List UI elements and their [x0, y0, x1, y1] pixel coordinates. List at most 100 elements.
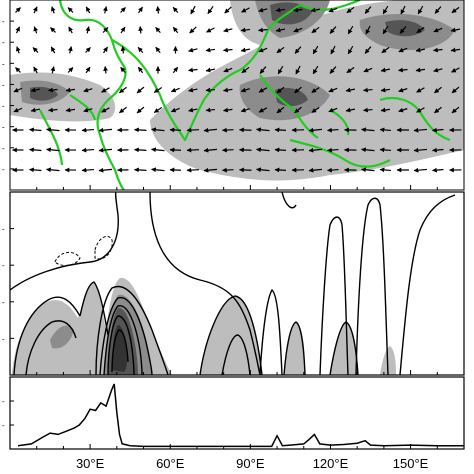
wind-vector [256, 127, 270, 133]
contour-negative [54, 235, 113, 266]
wind-vector [98, 167, 113, 173]
wind-vector [381, 46, 390, 54]
wind-vector [172, 6, 179, 14]
wind-vector [398, 47, 408, 53]
wind-vector [451, 67, 460, 73]
panel-a-frame [9, 0, 465, 191]
wind-vector [293, 7, 303, 13]
wind-vector [85, 66, 91, 74]
wind-vector [188, 87, 198, 93]
panel-b: ---- ) [0, 191, 465, 376]
wind-vector [379, 127, 392, 133]
wind-vector [50, 66, 56, 74]
wind-vector [119, 86, 127, 94]
panel-b-contours [10, 192, 464, 375]
wind-vector [67, 46, 73, 54]
wind-vector [151, 167, 165, 173]
wind-vector [68, 26, 73, 34]
y-tick-mark: - [2, 59, 5, 68]
wind-vector [103, 46, 108, 54]
wind-vector [188, 47, 198, 53]
y-tick-mark: - [2, 298, 5, 307]
x-tick-label: 120°E [313, 456, 349, 471]
wind-vector [275, 27, 286, 33]
wind-vector [155, 46, 161, 54]
wind-vector [223, 47, 233, 53]
wind-vector [345, 87, 356, 93]
wind-vector [13, 107, 23, 113]
x-axis: 30°E 60°E 90°E 120°E 150°E [76, 456, 429, 471]
x-tick-label: 90°E [236, 456, 265, 471]
wind-vector [416, 26, 425, 34]
wind-vector [33, 26, 39, 34]
wind-vector [65, 107, 76, 113]
wind-vector [294, 106, 302, 114]
wind-vector [33, 66, 38, 74]
wind-vector [134, 127, 147, 133]
wind-vector [328, 87, 338, 93]
y-tick-mark: - [2, 102, 5, 111]
wind-vector [432, 127, 444, 133]
wind-vector [451, 106, 460, 114]
wind-vector [153, 106, 163, 114]
wind-vector [83, 107, 93, 113]
wind-vector [205, 47, 216, 53]
wind-vector [276, 46, 285, 54]
panel-c-background [10, 377, 464, 449]
wind-vector [67, 67, 74, 73]
wind-vector [29, 127, 42, 133]
wind-vector [450, 27, 461, 33]
wind-vector [137, 46, 144, 54]
wind-vector [32, 6, 38, 14]
wind-vector [137, 66, 144, 74]
wind-vector [295, 65, 301, 75]
wind-vector [240, 107, 250, 113]
wind-vector [433, 47, 443, 53]
y-tick-mark: - [2, 334, 5, 343]
wind-vector [134, 147, 147, 153]
wind-vector [15, 7, 21, 13]
wind-vector [311, 107, 320, 113]
wind-vector [258, 27, 268, 33]
wind-vector [223, 67, 233, 73]
wind-vector [413, 167, 428, 173]
wind-vector [153, 86, 163, 94]
y-tick-mark: - [2, 397, 5, 406]
wind-vector [46, 167, 60, 173]
wind-vector [98, 147, 113, 153]
contour-fill-light [330, 322, 358, 375]
wind-vector [29, 147, 42, 153]
wind-vector [364, 46, 372, 54]
wind-vector [258, 107, 268, 113]
wind-vector [30, 107, 41, 113]
wind-vector [416, 107, 425, 113]
wind-vector [13, 87, 23, 93]
wind-vector [400, 5, 406, 15]
y-tick-mark: - [2, 144, 5, 153]
wind-vector [451, 6, 460, 14]
wind-vector [241, 66, 250, 74]
wind-vector [30, 87, 41, 93]
wind-vector [48, 107, 58, 113]
wind-vector [103, 66, 108, 74]
wind-vector [363, 67, 373, 73]
wind-vector [239, 127, 252, 133]
wind-vector [329, 26, 337, 34]
wind-vector [276, 106, 285, 114]
wind-vector [308, 147, 323, 153]
wind-vector [398, 67, 408, 73]
wind-vector [50, 46, 56, 54]
wind-vector [136, 106, 145, 114]
wind-vector [382, 25, 389, 35]
wind-vector [207, 5, 214, 15]
y-tick-mark: - [2, 123, 5, 132]
wind-vector [151, 127, 165, 133]
x-tick-label: 30°E [76, 456, 105, 471]
wind-vector [274, 167, 287, 173]
wind-vector [46, 147, 60, 153]
wind-vector [85, 6, 91, 14]
wind-vector [172, 66, 179, 74]
wind-vector [81, 147, 95, 153]
wind-vector [380, 107, 391, 113]
